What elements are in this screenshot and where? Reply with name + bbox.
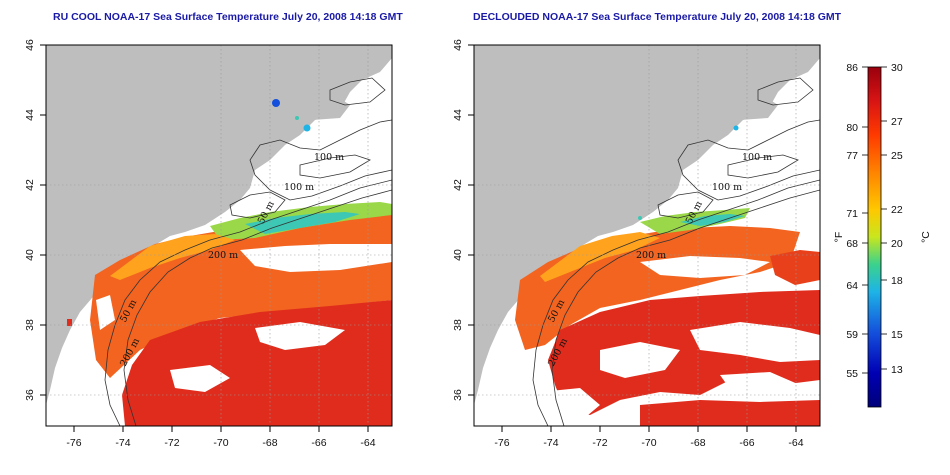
colorbar-c-label: 13 [891,364,903,376]
left-panel-title: RU COOL NOAA-17 Sea Surface Temperature … [53,11,403,23]
colorbar-gradient [867,66,882,408]
cloud-gap [96,295,115,330]
contour-label: 200 m [208,250,238,261]
x-tick-label: -64 [360,437,375,449]
x-tick-label: -68 [262,437,277,449]
y-tick-label: 42 [452,179,464,191]
land-island [728,75,784,96]
sst-hot-field [770,250,820,285]
colorbar-f-label: 71 [846,208,858,220]
sst-hot-field [640,400,820,426]
colorbar-c-label: 18 [891,275,903,287]
colorbar-f-label: 77 [846,150,858,162]
colorbar: 86 80 77 71 68 64 59 55 30 27 25 22 20 1… [833,62,932,408]
land-island [295,92,350,120]
bathymetry-contours [532,77,820,426]
x-tick-label: -68 [690,437,705,449]
cloud-gap [255,322,345,350]
y-tick-label: 46 [24,39,36,51]
y-tick-label: 38 [24,319,36,331]
y-tick-label: 42 [24,179,36,191]
map-frame [45,44,393,427]
cloud-gap [170,365,230,392]
land-island [300,75,356,96]
x-tick-label: -76 [66,437,81,449]
y-tick-label: 36 [24,389,36,401]
y-tick-label: 44 [452,109,464,121]
x-tick-label: -76 [494,437,509,449]
sst-speck [638,216,642,220]
cloud-gap [600,342,680,378]
contour-label: 100 m [284,182,314,193]
colorbar-c-label: 25 [891,150,903,162]
land-island [723,92,778,120]
sst-shelf-band [540,232,660,282]
y-tick-label: 40 [24,249,36,261]
sst-speck [67,319,72,326]
y-tick-label: 36 [452,389,464,401]
colorbar-c-label: 20 [891,238,903,250]
colorbar-c-unit: °C [920,231,932,243]
cloud-gap [720,372,800,398]
y-tick-label: 40 [452,249,464,261]
sst-speck [303,124,311,132]
sst-speck [272,99,280,107]
sst-front-band [680,214,745,226]
contour-label: 200 m [636,250,666,261]
x-tick-label: -74 [543,437,558,449]
sst-hot-field [548,290,820,415]
colorbar-f-unit: °F [833,232,845,243]
y-tick-label: 46 [452,39,464,51]
colorbar-c-label: 22 [891,204,903,216]
cloud-gap [240,244,392,272]
x-tick-label: -74 [115,437,130,449]
x-tick-label: -70 [641,437,656,449]
cloud-gap [690,322,820,362]
map-frame [473,44,821,427]
colorbar-f-label: 55 [846,368,858,380]
colorbar-f-label: 64 [846,280,858,292]
colorbar-f-label: 86 [846,62,858,74]
colorbar-c-label: 15 [891,329,903,341]
x-tick-label: -66 [311,437,326,449]
left-map: 100 m 100 m 50 m 200 m 50 m 200 m -76 -7… [24,39,393,449]
right-map: 100 m 100 m 50 m 200 m 50 m 200 m -76 -7… [452,39,821,449]
y-tick-label: 44 [24,109,36,121]
land-mass [46,45,392,405]
x-tick-label: -72 [592,437,607,449]
colorbar-f-label: 68 [846,238,858,250]
colorbar-f-label: 80 [846,122,858,134]
land-mass [474,45,820,405]
x-tick-label: -64 [788,437,803,449]
contour-label: 100 m [742,152,772,163]
contour-label: 100 m [712,182,742,193]
x-tick-label: -66 [739,437,754,449]
graticule [46,45,392,426]
colorbar-c-label: 30 [891,62,903,74]
colorbar-c-label: 27 [891,116,903,128]
sst-shelf-band [110,234,235,280]
x-tick-label: -70 [213,437,228,449]
sst-speck [295,116,299,120]
sst-speck [733,125,739,131]
graticule [474,45,820,426]
sst-front-band [245,212,360,234]
y-tick-label: 38 [452,319,464,331]
colorbar-f-label: 59 [846,329,858,341]
cloud-gap [640,256,770,278]
bathymetry-contours [104,77,392,426]
x-tick-label: -72 [164,437,179,449]
cloud-gap [474,388,600,426]
right-panel-title: DECLOUDED NOAA-17 Sea Surface Temperatur… [473,11,842,23]
contour-label: 100 m [314,152,344,163]
